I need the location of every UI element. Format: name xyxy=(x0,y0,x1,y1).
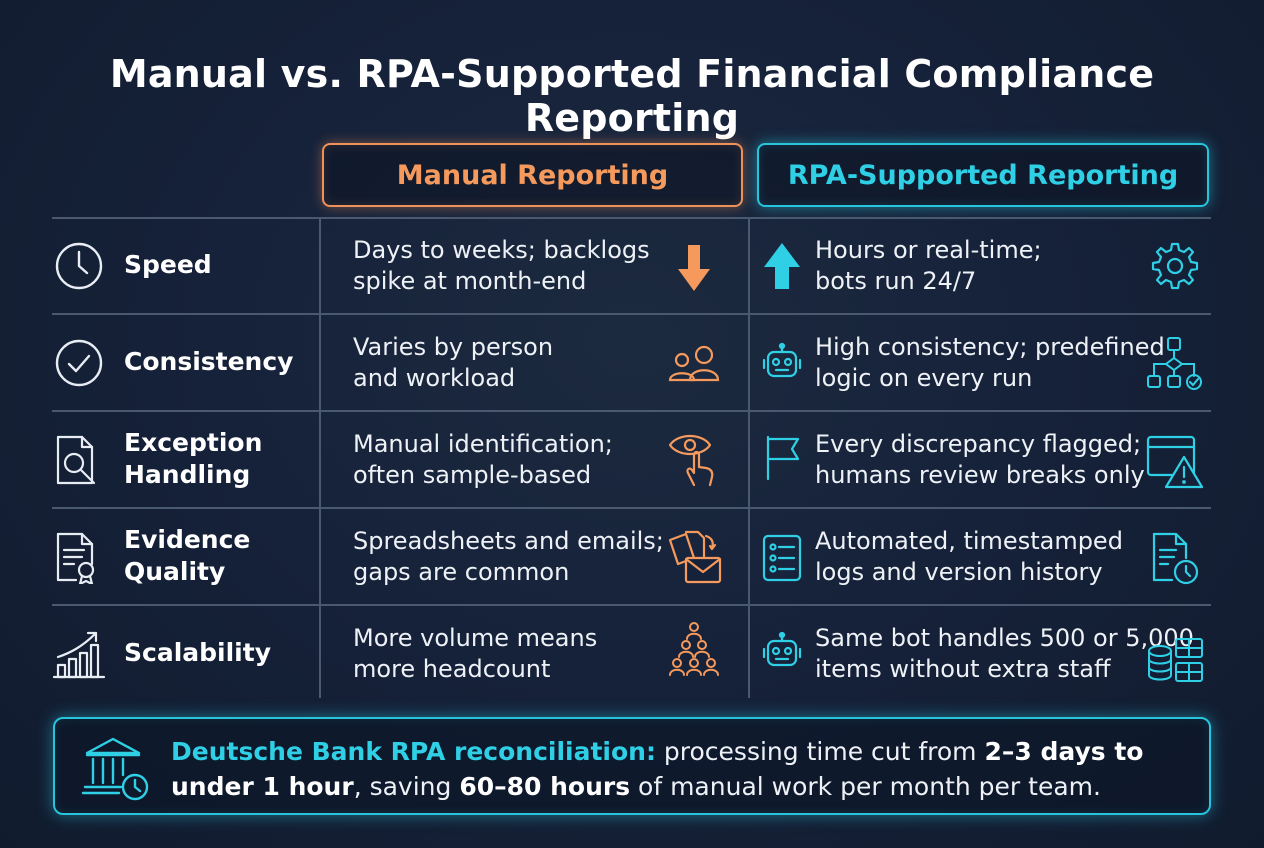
case-study-callout: Deutsche Bank RPA reconciliation: proces… xyxy=(53,717,1211,815)
database-table-icon xyxy=(1144,633,1206,695)
arrow-down-icon xyxy=(664,237,724,297)
callout-highlight-hours: 60–80 hours xyxy=(459,772,631,801)
certificate-icon xyxy=(52,530,106,584)
rpa-cell-text: Automated, timestamped logs and version … xyxy=(815,527,1123,586)
rpa-cell-text: Same bot handles 500 or 5,000 items with… xyxy=(815,624,1194,683)
flag-icon xyxy=(760,433,804,481)
robot-icon xyxy=(760,342,804,386)
rpa-column-header: RPA-Supported Reporting xyxy=(757,143,1209,207)
manual-cell-text: Manual identification; often sample-base… xyxy=(353,430,613,489)
manual-cell-text: Varies by person and workload xyxy=(353,333,554,392)
divider xyxy=(319,217,321,698)
gear-icon xyxy=(1144,235,1206,297)
criterion-label: Scalability xyxy=(124,638,271,667)
manual-cell-text: More volume means more headcount xyxy=(353,624,598,683)
arrow-up-icon xyxy=(760,241,804,289)
comparison-table: Speed Days to weeks; backlogs spike at m… xyxy=(52,217,1211,698)
rpa-cell-text: Hours or real-time; bots run 24/7 xyxy=(815,236,1042,295)
callout-text-part: , saving xyxy=(353,772,460,801)
criterion-label: Consistency xyxy=(124,347,294,376)
table-row-scalability: Scalability More volume means more headc… xyxy=(52,605,1211,702)
manual-cell-text: Spreadsheets and emails; gaps are common xyxy=(353,527,664,586)
callout-text-part: processing time cut from xyxy=(655,737,985,766)
divider xyxy=(748,217,750,698)
criterion-label: Exception Handling xyxy=(124,428,263,489)
divider xyxy=(52,313,1211,315)
divider xyxy=(52,410,1211,412)
eye-hand-icon xyxy=(664,429,724,489)
rpa-cell-text: Every discrepancy flagged; humans review… xyxy=(815,430,1145,489)
workflow-icon xyxy=(1144,334,1206,396)
bank-clock-icon xyxy=(81,733,153,805)
browser-warning-icon xyxy=(1144,431,1206,493)
criterion-label: Speed xyxy=(124,250,212,279)
divider xyxy=(52,507,1211,509)
table-row-evidence-quality: Evidence Quality Spreadsheets and emails… xyxy=(52,508,1211,605)
checkmark-circle-icon xyxy=(52,336,106,390)
headcount-pyramid-icon xyxy=(664,619,724,679)
criterion-label: Evidence Quality xyxy=(124,525,251,586)
callout-text-part: of manual work per month per team. xyxy=(630,772,1101,801)
table-row-consistency: Consistency Varies by person and workloa… xyxy=(52,314,1211,411)
clock-icon xyxy=(52,239,106,293)
divider xyxy=(52,217,1211,219)
document-search-icon xyxy=(52,433,106,487)
divider xyxy=(52,604,1211,606)
people-icon xyxy=(664,336,724,396)
growth-chart-icon xyxy=(52,627,106,681)
documents-email-icon xyxy=(664,528,724,588)
checklist-icon xyxy=(760,534,804,582)
document-history-icon xyxy=(1144,528,1206,590)
robot-icon xyxy=(760,631,804,675)
callout-text: Deutsche Bank RPA reconciliation: proces… xyxy=(171,734,1191,804)
table-row-exception-handling: Exception Handling Manual identification… xyxy=(52,411,1211,508)
callout-highlight-time: 2–3 days to under 1 hour xyxy=(171,737,1144,801)
callout-lead: Deutsche Bank RPA reconciliation: xyxy=(171,737,656,766)
page-title: Manual vs. RPA-Supported Financial Compl… xyxy=(109,52,1155,140)
rpa-cell-text: High consistency; predefined logic on ev… xyxy=(815,333,1165,392)
manual-column-header: Manual Reporting xyxy=(322,143,743,207)
manual-cell-text: Days to weeks; backlogs spike at month-e… xyxy=(353,236,650,295)
table-row-speed: Speed Days to weeks; backlogs spike at m… xyxy=(52,217,1211,314)
